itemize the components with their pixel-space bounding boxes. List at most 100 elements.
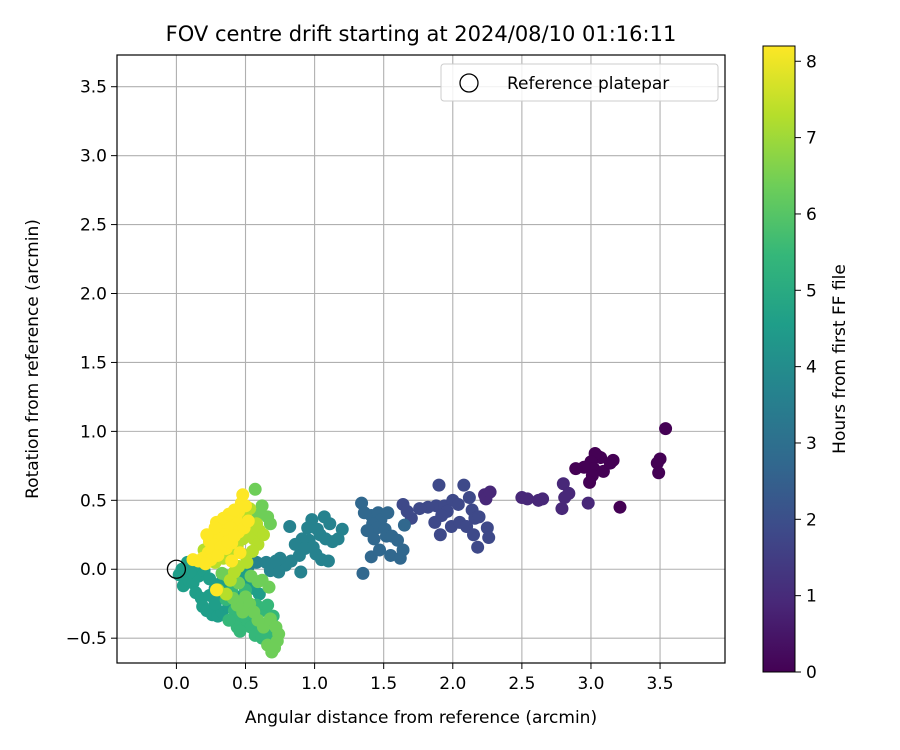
data-point — [396, 543, 410, 557]
data-point — [186, 553, 200, 567]
data-point — [225, 554, 239, 568]
colorbar-tick-label: 4 — [806, 358, 817, 378]
data-point — [480, 521, 494, 535]
data-point — [294, 565, 308, 579]
y-tick-label: 0.5 — [80, 491, 107, 511]
data-point — [556, 477, 570, 491]
data-point — [263, 517, 277, 531]
data-points — [172, 422, 673, 659]
y-tick-label: −0.5 — [66, 629, 107, 649]
data-point — [283, 520, 297, 534]
colorbar-tick-label: 1 — [806, 587, 817, 607]
data-point — [269, 620, 283, 634]
x-tick-label: 0.0 — [163, 674, 190, 694]
data-point — [335, 522, 349, 536]
data-point — [432, 478, 446, 492]
colorbar-tick-label: 5 — [806, 281, 817, 301]
data-point — [581, 496, 595, 510]
data-point — [256, 528, 270, 542]
colorbar-ticks: 0 1 2 3 4 5 6 7 8 — [795, 52, 817, 683]
data-point — [613, 500, 627, 514]
data-point — [457, 478, 471, 492]
data-point — [200, 528, 214, 542]
chart-title: FOV centre drift starting at 2024/08/10 … — [166, 22, 677, 46]
colorbar-tick-label: 0 — [806, 663, 817, 683]
x-tick-label: 2.5 — [508, 674, 535, 694]
data-point — [203, 572, 217, 586]
x-axis-label: Angular distance from reference (arcmin) — [245, 708, 597, 728]
data-point — [483, 485, 497, 499]
data-point — [472, 510, 486, 524]
colorbar-tick-label: 6 — [806, 205, 817, 225]
data-point — [321, 554, 335, 568]
data-point — [482, 531, 496, 545]
data-point — [356, 566, 370, 580]
x-tick-label: 0.5 — [232, 674, 259, 694]
data-point — [227, 503, 241, 517]
x-tick-label: 2.0 — [439, 674, 466, 694]
data-point — [270, 634, 284, 648]
data-point — [536, 492, 550, 506]
data-point — [603, 456, 617, 470]
data-point — [433, 528, 447, 542]
x-tick-label: 1.5 — [370, 674, 397, 694]
legend-marker — [459, 73, 479, 93]
x-axis-ticks: 0.0 0.5 1.0 1.5 2.0 2.5 3.0 3.5 — [163, 663, 674, 694]
x-tick-label: 1.0 — [301, 674, 328, 694]
data-point — [208, 597, 222, 611]
data-point — [183, 565, 197, 579]
data-point — [198, 557, 212, 571]
data-point — [650, 456, 664, 470]
y-tick-label: 2.0 — [80, 285, 107, 305]
data-point — [558, 491, 572, 505]
data-point — [569, 462, 583, 476]
data-point — [555, 502, 569, 516]
data-point — [222, 613, 236, 627]
reference-marker — [166, 559, 187, 579]
colorbar — [762, 45, 796, 673]
legend: Reference platepar — [440, 63, 719, 102]
data-point — [269, 554, 283, 568]
y-tick-label: 3.0 — [80, 147, 107, 167]
data-point — [400, 504, 414, 518]
data-point — [211, 548, 225, 562]
data-point — [223, 573, 237, 587]
data-point — [413, 502, 427, 516]
data-point — [520, 492, 534, 506]
y-tick-label: 1.0 — [80, 422, 107, 442]
data-point — [209, 583, 223, 597]
colorbar-label: Hours from first FF file — [830, 264, 850, 454]
data-point — [652, 466, 666, 480]
colorbar-tick-label: 8 — [806, 52, 817, 72]
data-point — [428, 515, 442, 529]
data-point — [323, 517, 337, 531]
data-point — [364, 550, 378, 564]
data-point — [583, 475, 597, 489]
colorbar-tick-label: 2 — [806, 510, 817, 530]
data-point — [233, 546, 247, 560]
x-tick-label: 3.5 — [647, 674, 674, 694]
data-point — [251, 613, 265, 627]
y-tick-label: 0.0 — [80, 560, 107, 580]
data-point — [241, 514, 255, 528]
y-tick-label: 3.5 — [80, 78, 107, 98]
colorbar-tick-label: 7 — [806, 129, 817, 149]
data-point — [227, 529, 241, 543]
data-point — [462, 491, 476, 505]
data-point — [301, 521, 315, 535]
x-tick-label: 3.0 — [577, 674, 604, 694]
grid — [117, 55, 725, 663]
data-point — [261, 598, 275, 612]
data-point — [240, 555, 254, 569]
y-axis-ticks: −0.5 0.0 0.5 1.0 1.5 2.0 2.5 3.0 3.5 — [66, 78, 117, 649]
y-tick-label: 1.5 — [80, 353, 107, 373]
colorbar-tick-label: 3 — [806, 434, 817, 454]
plot-frame — [116, 54, 726, 664]
data-point — [255, 573, 269, 587]
data-point — [248, 482, 262, 496]
data-point — [306, 540, 320, 554]
data-point — [233, 624, 247, 638]
data-point — [239, 499, 253, 513]
y-tick-label: 2.5 — [80, 216, 107, 236]
